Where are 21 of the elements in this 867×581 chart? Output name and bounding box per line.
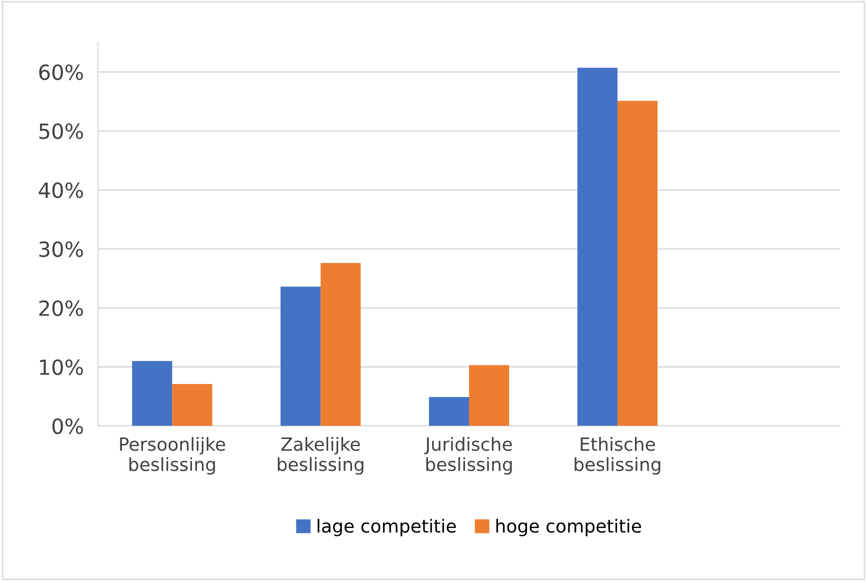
legend-label: lage competitie	[318, 518, 456, 536]
y-tick-label: 50%	[39, 123, 83, 140]
y-tick-label: 10%	[40, 359, 83, 376]
bar	[172, 384, 212, 426]
y-tick-label: 40%	[38, 182, 83, 198]
y-tick-label: 0%	[52, 418, 83, 434]
bar	[577, 68, 618, 426]
bar	[132, 360, 172, 426]
x-tick-label: Juridische beslissing	[424, 436, 512, 475]
x-tick-label: Persoonlijke beslissing	[120, 436, 226, 475]
bar	[428, 396, 470, 426]
y-tick-label: 30%	[39, 241, 83, 258]
y-tick-label: 20%	[39, 300, 83, 316]
bar	[617, 100, 658, 426]
y-tick-label: 60%	[39, 64, 83, 80]
bar	[280, 286, 321, 426]
bar	[469, 365, 510, 426]
bar	[320, 263, 361, 426]
legend-label: hoge competitie	[496, 518, 641, 536]
x-tick-label: Zakelijke beslissing	[278, 436, 364, 475]
x-tick-label: Ethische beslissing	[574, 436, 660, 475]
